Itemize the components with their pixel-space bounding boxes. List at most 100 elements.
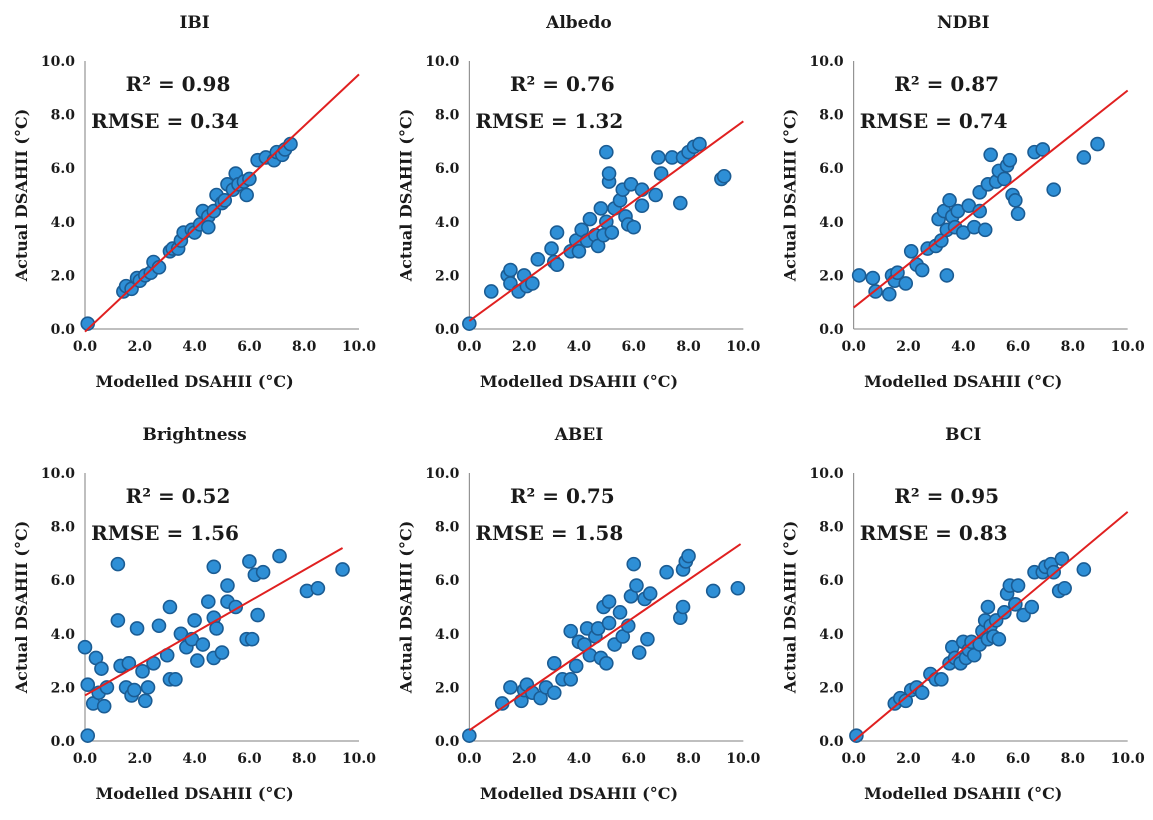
y-axis-label: Actual DSAHII (°C): [12, 109, 31, 283]
data-point: [483, 284, 499, 299]
data-point: [140, 680, 156, 695]
x-tick-label: 10.0: [726, 751, 760, 767]
data-point: [201, 219, 216, 235]
y-tick-label: 10.0: [425, 54, 459, 70]
data-point: [563, 623, 579, 639]
y-tick-label: 6.0: [435, 573, 460, 589]
data-point: [629, 578, 644, 593]
data-point: [80, 677, 96, 693]
chart-title: Brightness: [142, 425, 246, 445]
y-axis-label: Actual DSAHII (°C): [781, 521, 800, 695]
trend-line: [84, 547, 344, 697]
y-tick-label: 6.0: [51, 161, 76, 177]
x-tick-label: 8.0: [1061, 751, 1086, 767]
y-tick-label: 0.0: [819, 322, 844, 338]
x-axis-label: Modelled DSAHII (°C): [864, 784, 1062, 803]
chart-title: Albedo: [545, 13, 612, 33]
chart-title: IBI: [179, 13, 209, 33]
data-point: [195, 637, 211, 652]
data-point: [250, 607, 265, 623]
y-tick-label: 8.0: [435, 108, 460, 124]
data-point: [571, 243, 587, 259]
data-point: [1076, 562, 1092, 577]
x-tick-label: 4.0: [182, 751, 207, 767]
x-tick-label: 10.0: [342, 339, 376, 355]
chart-panel-ibi: IBI 0.00.0 2.0 2.0 4.0 4.0 6.0 6.0 8.0 8.0 10.0 10.…: [12, 13, 376, 391]
data-point: [239, 187, 254, 203]
y-tick-label: 4.0: [51, 215, 76, 231]
data-point: [544, 241, 559, 256]
data-point: [997, 171, 1012, 187]
data-point: [903, 243, 919, 259]
r-squared-label: R² = 0.52: [126, 484, 231, 508]
data-point: [110, 556, 126, 572]
y-tick-label: 2.0: [819, 680, 844, 696]
data-point: [206, 559, 222, 575]
y-tick-label: 8.0: [819, 108, 844, 124]
x-tick-label: 0.0: [457, 339, 482, 355]
x-tick-label: 6.0: [622, 751, 647, 767]
trend-line: [853, 511, 1129, 742]
y-axis-label: Actual DSAHII (°C): [396, 109, 415, 283]
data-point: [135, 664, 150, 679]
y-axis-label: Actual DSAHII (°C): [781, 109, 800, 283]
chart-title: ABEI: [554, 425, 604, 445]
data-point: [604, 225, 620, 240]
data-point: [1057, 580, 1072, 596]
x-tick-label: 4.0: [567, 751, 592, 767]
y-tick-label: 6.0: [51, 573, 76, 589]
trend-line: [468, 120, 744, 322]
y-tick-label: 0.0: [51, 322, 76, 338]
x-tick-label: 8.0: [1061, 339, 1086, 355]
data-point: [190, 653, 205, 668]
y-tick-label: 2.0: [819, 268, 844, 284]
y-tick-label: 4.0: [435, 627, 460, 643]
x-axis-label: Modelled DSAHII (°C): [95, 784, 293, 803]
data-point: [129, 621, 145, 636]
data-point: [214, 645, 230, 660]
x-axis-label: Modelled DSAHII (°C): [95, 372, 293, 391]
chart-panel-abei: ABEI 0.00.0 2.0 2.0 4.0 4.0 6.0 6.0 8.0 8.0 10.0 10…: [396, 425, 760, 803]
data-point: [659, 564, 674, 580]
x-tick-label: 2.0: [128, 339, 153, 355]
data-point: [631, 645, 647, 660]
y-tick-label: 10.0: [425, 466, 459, 482]
data-point: [681, 548, 696, 564]
data-point: [503, 680, 518, 695]
data-point: [881, 286, 897, 302]
r-squared-label: R² = 0.75: [510, 484, 615, 508]
y-tick-label: 6.0: [819, 573, 844, 589]
data-point: [675, 599, 691, 615]
y-tick-label: 4.0: [819, 215, 844, 231]
y-tick-label: 6.0: [819, 161, 844, 177]
trend-line: [468, 543, 742, 732]
x-tick-label: 6.0: [622, 339, 647, 355]
y-tick-label: 0.0: [51, 734, 76, 750]
x-tick-label: 10.0: [1111, 751, 1145, 767]
chart-panel-brightness: Brightness 0.00.0 2.0 2.0 4.0 4.0 6.0 6.0 8.0 8.0…: [12, 425, 376, 803]
data-point: [612, 605, 628, 620]
data-point: [626, 556, 642, 572]
data-point: [934, 672, 949, 687]
data-point: [220, 578, 235, 593]
data-point: [209, 621, 224, 636]
data-point: [1024, 599, 1040, 615]
y-tick-label: 8.0: [819, 520, 844, 536]
x-tick-label: 4.0: [182, 339, 207, 355]
data-point: [1010, 578, 1026, 593]
rmse-label: RMSE = 0.74: [860, 109, 1008, 133]
y-tick-label: 10.0: [41, 54, 75, 70]
data-point: [187, 613, 202, 628]
data-point: [310, 580, 326, 596]
x-tick-label: 10.0: [1111, 339, 1145, 355]
data-point: [972, 203, 988, 219]
y-tick-label: 10.0: [810, 54, 844, 70]
y-tick-label: 0.0: [435, 322, 460, 338]
y-tick-label: 6.0: [435, 161, 460, 177]
trend-line: [84, 73, 360, 333]
data-point: [77, 639, 93, 655]
data-point: [582, 211, 598, 227]
rmse-label: RMSE = 0.34: [91, 109, 239, 133]
data-point: [94, 661, 109, 676]
